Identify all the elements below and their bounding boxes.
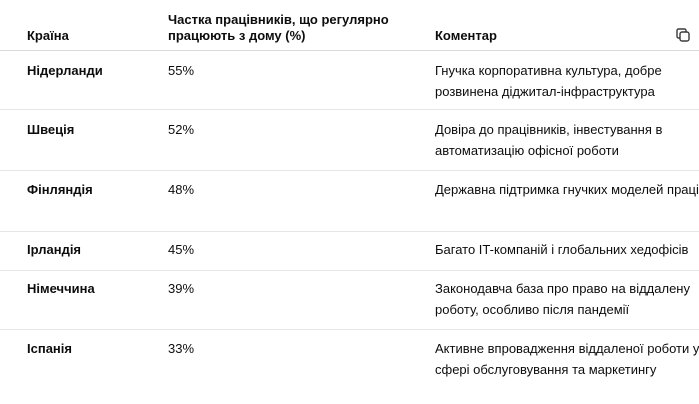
cell-country: Ірландія [27,242,82,257]
cell-comment: Законодавча база про право на віддалену … [435,281,690,317]
table-row: Німеччина 39% Законодавча база про право… [0,271,699,330]
cell-share: 33% [168,341,195,356]
table-row: Фінляндія 48% Державна підтримка гнучких… [0,171,699,232]
cell-country: Нідерланди [27,63,103,78]
header-share: Частка працівників, що регулярно працюют… [168,12,389,43]
table-row: Іспанія 33% Активне впровадження віддале… [0,330,699,390]
copy-icon[interactable] [675,27,691,43]
table-row: Швеція 52% Довіра до працівників, інвест… [0,110,699,171]
cell-comment: Державна підтримка гнучких моделей праці [435,182,699,197]
cell-country: Німеччина [27,281,95,296]
header-country: Країна [27,28,69,43]
cell-country: Швеція [27,122,75,137]
cell-comment: Активне впровадження віддаленої роботи у… [435,341,699,377]
cell-comment: Багато IT-компаній і глобальних хедофісі… [435,242,689,257]
table-row: Нідерланди 55% Гнучка корпоративна культ… [0,51,699,110]
cell-comment: Гнучка корпоративна культура, добре розв… [435,63,662,99]
table-header: Країна Частка працівників, що регулярно … [0,0,699,51]
cell-country: Фінляндія [27,182,93,197]
table-row: Ірландія 45% Багато IT-компаній і глобал… [0,232,699,271]
header-comment: Коментар [435,28,497,43]
cell-share: 55% [168,63,195,78]
cell-share: 52% [168,122,195,137]
cell-share: 39% [168,281,195,296]
cell-comment: Довіра до працівників, інвестування в ав… [435,122,663,158]
cell-share: 45% [168,242,195,257]
cell-share: 48% [168,182,195,197]
cell-country: Іспанія [27,341,72,356]
